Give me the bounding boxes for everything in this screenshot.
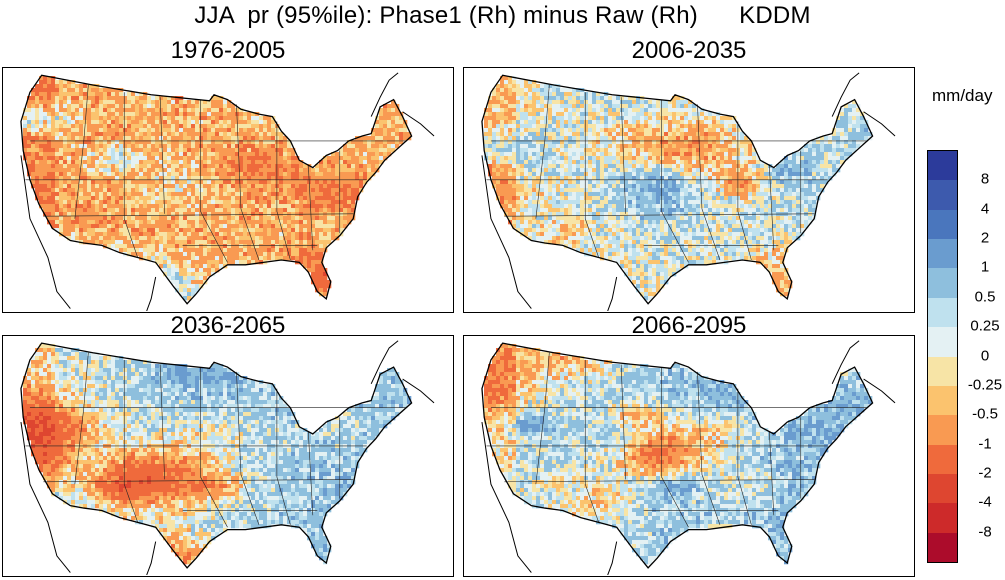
map-canvas-2 bbox=[481, 72, 896, 311]
neighbor-coastline bbox=[607, 541, 618, 575]
neighbor-coastline bbox=[402, 378, 435, 404]
precip-field bbox=[484, 344, 873, 565]
colorbar-tick-label: 2 bbox=[980, 229, 990, 247]
neighbor-coastline bbox=[370, 340, 399, 385]
neighbor-coastline bbox=[402, 111, 435, 137]
colorbar-tick-label: 1 bbox=[980, 258, 990, 276]
colorbar-tick-label: 0 bbox=[980, 347, 990, 364]
neighbor-coastline bbox=[146, 276, 157, 311]
map-panel-4 bbox=[463, 335, 915, 577]
colorbar-tick-label: -2 bbox=[978, 464, 992, 482]
colorbar-tick-label: 4 bbox=[980, 200, 990, 218]
colorbar-box bbox=[928, 180, 957, 211]
neighbor-coastline bbox=[20, 421, 71, 573]
colorbar-unit-label: mm/day bbox=[932, 86, 993, 105]
neighbor-coastline bbox=[20, 155, 71, 309]
neighbor-coastline bbox=[831, 340, 860, 385]
colorbar-box bbox=[928, 385, 957, 416]
neighbor-coastline bbox=[146, 541, 157, 575]
neighbor-coastline bbox=[863, 378, 896, 404]
state-boundaries bbox=[25, 352, 408, 528]
colorbar-tick-label: 0.5 bbox=[974, 288, 996, 306]
panel-title-3: 2036-2065 bbox=[170, 312, 286, 339]
colorbar-tick-label: -0.5 bbox=[972, 405, 998, 423]
map-canvas-1 bbox=[20, 72, 435, 311]
colorbar-tick-label: -0.25 bbox=[967, 376, 1003, 394]
precip-field bbox=[23, 76, 412, 301]
map-panel-2 bbox=[463, 67, 915, 313]
colorbar bbox=[927, 150, 958, 563]
colorbar-box bbox=[928, 473, 957, 504]
map-canvas-3 bbox=[20, 340, 435, 575]
map-panel-1 bbox=[2, 67, 454, 313]
colorbar-box bbox=[928, 503, 957, 534]
coastline bbox=[481, 74, 874, 305]
colorbar-box bbox=[928, 444, 957, 475]
coastline bbox=[481, 342, 874, 569]
panel-title-2: 2006-2035 bbox=[631, 37, 747, 64]
map-canvas-4 bbox=[481, 340, 896, 575]
coastline bbox=[20, 74, 413, 305]
colorbar-box bbox=[928, 327, 957, 357]
colorbar-tick-label: 8 bbox=[980, 170, 990, 188]
coastline bbox=[20, 342, 413, 569]
map-panel-3 bbox=[2, 335, 454, 577]
panel-title-4: 2066-2095 bbox=[631, 312, 747, 339]
neighbor-coastline bbox=[481, 155, 532, 309]
panel-title-1: 1976-2005 bbox=[170, 37, 286, 64]
figure-title: JJA pr (95%ile): Phase1 (Rh) minus Raw (… bbox=[194, 2, 811, 29]
colorbar-box bbox=[928, 239, 957, 269]
precip-field bbox=[23, 344, 412, 565]
colorbar-box bbox=[928, 268, 957, 299]
colorbar-box bbox=[928, 356, 957, 387]
colorbar-box bbox=[928, 532, 957, 563]
neighbor-coastline bbox=[863, 111, 896, 137]
colorbar-tick-label: 0.25 bbox=[970, 317, 1000, 335]
state-boundaries bbox=[486, 84, 869, 263]
neighbor-coastline bbox=[370, 72, 399, 117]
colorbar-tick-label: -8 bbox=[978, 523, 992, 541]
colorbar-tick-label: -4 bbox=[978, 493, 992, 511]
state-boundaries bbox=[486, 352, 869, 528]
colorbar-box bbox=[928, 297, 957, 328]
colorbar-box bbox=[928, 415, 957, 446]
colorbar-box bbox=[928, 151, 957, 181]
neighbor-coastline bbox=[831, 72, 860, 117]
neighbor-coastline bbox=[481, 421, 532, 573]
precip-field bbox=[484, 76, 873, 301]
state-boundaries bbox=[25, 84, 408, 263]
colorbar-tick-label: -1 bbox=[978, 435, 992, 453]
colorbar-box bbox=[928, 209, 957, 240]
neighbor-coastline bbox=[607, 276, 618, 311]
